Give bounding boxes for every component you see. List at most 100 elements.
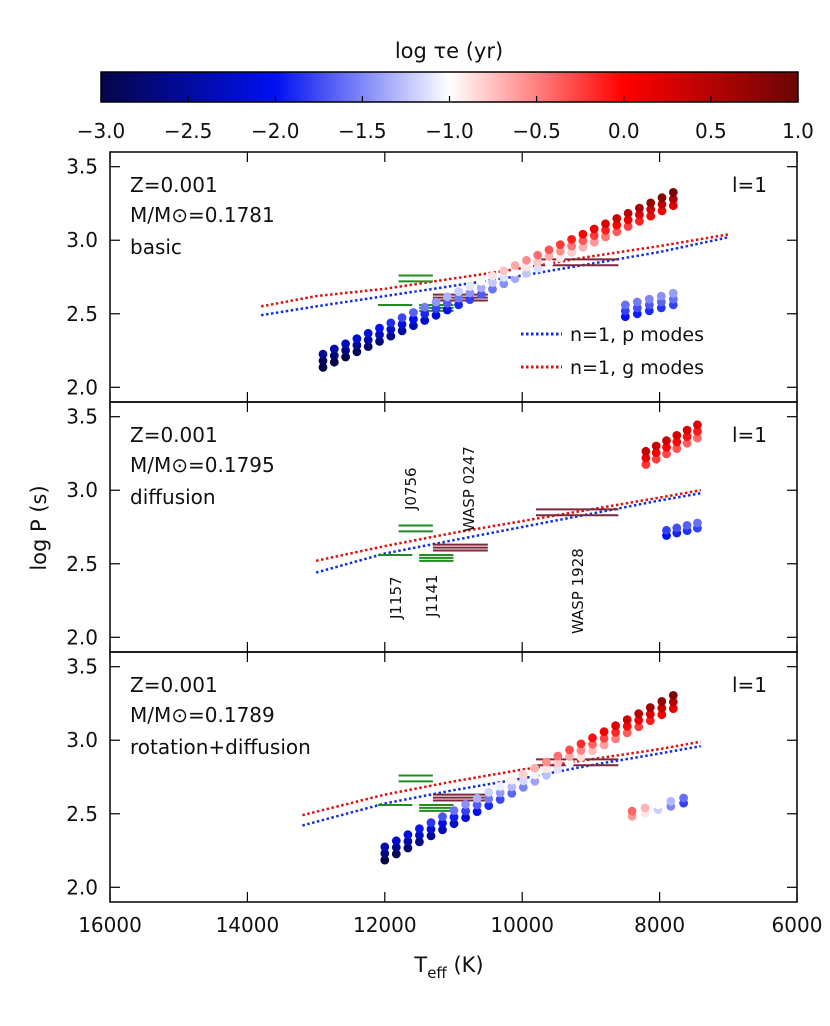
model-point	[588, 740, 597, 749]
model-point	[386, 331, 396, 341]
model-point	[672, 437, 682, 447]
model-point	[522, 269, 531, 278]
model-point	[588, 733, 597, 743]
model-point	[476, 276, 486, 286]
model-point	[641, 453, 651, 463]
model-point	[611, 734, 620, 744]
model-point	[397, 313, 407, 323]
colorbar-tick-label: 0.5	[695, 119, 727, 143]
panel-frame	[109, 651, 798, 903]
model-point	[627, 806, 637, 816]
model-point	[476, 290, 486, 299]
model-point	[465, 295, 475, 304]
model-point	[641, 460, 651, 469]
model-point	[553, 758, 563, 767]
model-point	[465, 282, 475, 291]
model-point	[530, 776, 540, 786]
model-point	[533, 250, 543, 260]
model-point	[693, 518, 702, 528]
model-point	[651, 454, 661, 464]
model-point	[420, 302, 430, 312]
model-point	[461, 800, 470, 809]
model-point	[472, 794, 482, 803]
y-tick-label: 3.5	[66, 155, 98, 179]
model-point	[415, 824, 424, 834]
p-mode-line	[260, 236, 729, 317]
x-tick-label: 10000	[490, 913, 554, 937]
model-point	[666, 796, 676, 806]
model-point	[668, 188, 678, 197]
model-point	[363, 342, 373, 351]
model-point	[438, 825, 447, 835]
legend: n=1, p modes n=1, g modes	[521, 324, 704, 379]
model-point	[375, 337, 384, 346]
model-point	[507, 775, 517, 785]
model-point	[476, 283, 486, 293]
model-point	[533, 257, 543, 267]
panel-metallicity: Z=0.001	[130, 423, 218, 447]
model-point	[565, 758, 574, 768]
model-point	[589, 237, 599, 247]
model-point	[420, 316, 430, 325]
colorbar-tick-label: −3.0	[77, 119, 126, 143]
model-point	[442, 292, 452, 302]
model-point	[612, 220, 622, 230]
model-point	[653, 800, 663, 809]
model-point	[461, 813, 470, 823]
model-point	[341, 339, 350, 349]
panel-degree: l=1	[732, 423, 767, 447]
model-point	[612, 227, 622, 237]
y-tick-label: 2.5	[66, 302, 98, 326]
model-point	[622, 728, 632, 738]
colorbar-title: log τe (yr)	[395, 39, 503, 63]
model-point	[622, 715, 632, 724]
model-point	[657, 697, 667, 706]
model-point	[409, 314, 418, 324]
model-point	[634, 715, 644, 725]
star-annotation: J1157	[387, 576, 405, 620]
model-point	[657, 206, 667, 216]
model-point	[484, 794, 494, 804]
model-point	[578, 236, 588, 246]
model-point	[352, 340, 362, 350]
panel-model-label: rotation+diffusion	[130, 735, 311, 759]
model-point	[544, 245, 554, 255]
model-point	[612, 214, 622, 223]
model-point	[622, 721, 632, 731]
model-point	[530, 763, 540, 773]
model-point	[518, 776, 528, 786]
model-point	[472, 800, 482, 810]
model-point	[553, 764, 563, 774]
y-axis-title: log P (s)	[27, 485, 51, 570]
y-tick-label: 2.5	[66, 802, 98, 826]
model-point	[672, 444, 682, 453]
model-point	[426, 831, 436, 841]
model-point	[601, 232, 610, 242]
model-point	[542, 764, 551, 773]
model-point	[391, 843, 401, 852]
model-point	[495, 781, 505, 791]
model-point	[641, 446, 651, 456]
x-tick-label: 16000	[78, 913, 142, 937]
model-point	[488, 271, 497, 281]
model-point	[668, 201, 678, 211]
model-point	[449, 819, 459, 829]
model-point	[555, 246, 565, 256]
model-point	[634, 709, 644, 718]
y-tick-label: 2.0	[66, 375, 98, 399]
model-point	[510, 267, 520, 277]
model-point	[576, 739, 586, 749]
y-tick-label: 2.0	[66, 625, 98, 649]
star-annotation: J1141	[423, 574, 441, 618]
model-point	[693, 427, 702, 436]
y-tick-label: 3.0	[66, 478, 98, 502]
colorbar-tick-label: −2.0	[251, 119, 300, 143]
model-point	[431, 297, 441, 307]
model-point	[465, 288, 475, 298]
model-point	[426, 824, 436, 834]
model-point	[668, 194, 678, 204]
model-point	[635, 210, 644, 220]
panel-2: 2.0 2.5 3.0 3.5 Z=0.001 M/M⊙=0.1795 diffusion l…	[66, 401, 798, 653]
panel-mass: M/M⊙=0.1795	[130, 453, 275, 477]
